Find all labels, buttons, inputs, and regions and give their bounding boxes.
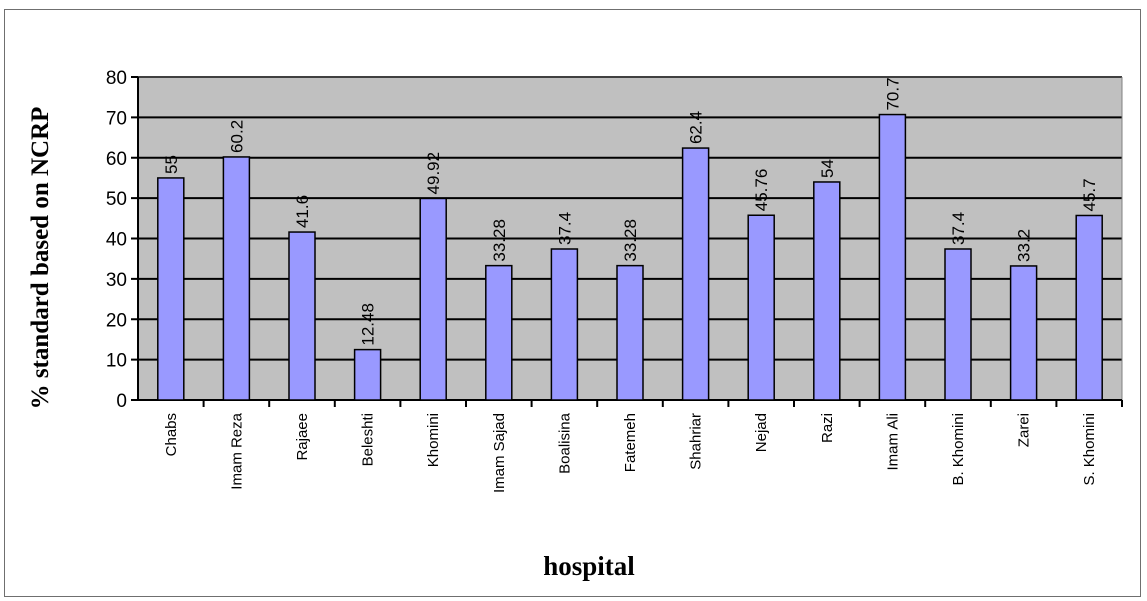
x-tick-label: Boalisina [556,412,573,474]
x-tick-label: S. Khomini [1081,413,1098,486]
bar [878,113,907,401]
data-label: 55 [162,155,181,174]
data-label: 33.28 [490,219,509,262]
bar [157,177,185,401]
x-axis-title: hospital [543,551,635,581]
data-label: 70.7 [883,77,902,110]
x-tick-label: Rajaee [294,413,311,461]
data-label: 60.2 [227,120,246,153]
y-axis-title: % standard based on NCRP [27,107,54,410]
y-tick-label: 20 [106,310,127,331]
x-tick-label: Imam Ali [884,413,901,471]
x-tick-label: Fatemeh [622,413,639,472]
data-label: 33.28 [621,219,640,262]
bar [1075,214,1103,401]
y-tick-label: 50 [106,189,127,210]
data-label: 37.4 [949,212,968,245]
bar [681,147,710,401]
data-label: 54 [818,159,837,178]
x-tick-label: Nejad [753,413,770,452]
x-tick-label: Zarei [1016,413,1033,447]
x-tick-label: Imam Reza [228,412,245,489]
x-tick-label: Beleshti [360,413,377,466]
x-tick-label: Shahriar [688,413,705,470]
bar [485,264,513,401]
x-tick-label: Chabs [163,413,180,456]
x-tick-label: Khomini [425,413,442,467]
y-tick-label: 30 [106,270,127,291]
data-label: 45.7 [1080,178,1099,211]
bar [419,197,447,401]
data-label: 37.4 [555,212,574,245]
y-tick-label: 80 [106,68,127,89]
data-label: 49.92 [424,152,443,195]
plot-area: 0 10 20 30 40 50 60 70 80 55 Chabs 60.2 Imam Reza 41.… [106,68,1123,493]
y-tick-label: 0 [116,391,127,412]
y-tick-label: 70 [106,108,127,129]
bar [353,348,382,401]
bar [222,156,251,401]
x-tick-label: Imam Sajad [491,413,508,493]
bar [747,214,775,401]
data-label: 62.4 [687,111,706,144]
data-label: 41.6 [293,195,312,228]
bar [550,248,579,401]
x-tick-label: B. Khomini [950,413,967,486]
bar [616,264,644,401]
data-label: 33.2 [1015,229,1034,262]
x-tick-label: Razi [819,413,836,443]
y-tick-label: 60 [106,149,127,170]
data-label: 12.48 [359,303,378,346]
data-label: 45.76 [752,169,771,212]
bar [813,181,841,401]
bar [1009,265,1038,401]
y-tick-label: 40 [106,230,127,251]
y-tick-label: 10 [106,351,127,372]
bar [944,248,972,401]
bar [288,231,316,401]
